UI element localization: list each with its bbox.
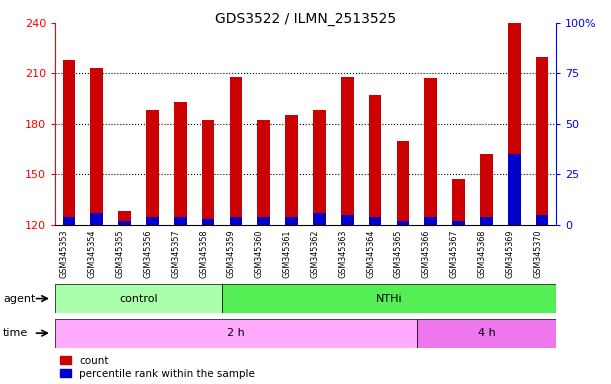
Bar: [63, 60, 75, 225]
Bar: [90, 213, 103, 225]
Text: time: time: [3, 328, 28, 338]
Text: GSM345353: GSM345353: [60, 229, 69, 278]
Text: 2 h: 2 h: [227, 328, 245, 338]
Bar: [417, 319, 556, 348]
Bar: [341, 77, 354, 225]
Bar: [452, 179, 465, 225]
Text: NTHi: NTHi: [376, 293, 402, 304]
Text: GSM345360: GSM345360: [255, 229, 264, 278]
Bar: [536, 57, 548, 225]
Text: GDS3522 / ILMN_2513525: GDS3522 / ILMN_2513525: [215, 12, 396, 25]
Bar: [508, 23, 521, 225]
Bar: [174, 102, 186, 225]
Bar: [230, 77, 242, 225]
Bar: [313, 111, 326, 225]
Bar: [119, 221, 131, 225]
Bar: [146, 217, 159, 225]
Bar: [452, 221, 465, 225]
Bar: [425, 217, 437, 225]
Bar: [55, 319, 417, 348]
Bar: [146, 111, 159, 225]
Text: GSM345369: GSM345369: [505, 229, 514, 278]
Bar: [222, 284, 556, 313]
Bar: [55, 284, 222, 313]
Bar: [285, 217, 298, 225]
Text: GSM345354: GSM345354: [88, 229, 97, 278]
Bar: [536, 215, 548, 225]
Text: GSM345363: GSM345363: [338, 229, 347, 278]
Bar: [313, 213, 326, 225]
Text: GSM345361: GSM345361: [282, 229, 291, 278]
Text: GSM345370: GSM345370: [533, 229, 542, 278]
Bar: [508, 154, 521, 225]
Text: GSM345359: GSM345359: [227, 229, 236, 278]
Bar: [397, 221, 409, 225]
Bar: [119, 211, 131, 225]
Text: GSM345366: GSM345366: [422, 229, 431, 278]
Bar: [257, 217, 270, 225]
Text: 4 h: 4 h: [478, 328, 496, 338]
Bar: [480, 154, 492, 225]
Bar: [257, 121, 270, 225]
Text: GSM345368: GSM345368: [477, 229, 486, 278]
Bar: [397, 141, 409, 225]
Bar: [90, 68, 103, 225]
Text: GSM345362: GSM345362: [310, 229, 320, 278]
Text: GSM345355: GSM345355: [115, 229, 125, 278]
Text: agent: agent: [3, 293, 35, 304]
Bar: [63, 217, 75, 225]
Bar: [425, 78, 437, 225]
Text: GSM345367: GSM345367: [450, 229, 459, 278]
Bar: [285, 116, 298, 225]
Text: GSM345364: GSM345364: [366, 229, 375, 278]
Bar: [174, 217, 186, 225]
Legend: count, percentile rank within the sample: count, percentile rank within the sample: [60, 356, 255, 379]
Text: GSM345358: GSM345358: [199, 229, 208, 278]
Bar: [341, 215, 354, 225]
Text: GSM345357: GSM345357: [171, 229, 180, 278]
Bar: [369, 217, 381, 225]
Text: GSM345365: GSM345365: [394, 229, 403, 278]
Bar: [369, 95, 381, 225]
Text: control: control: [119, 293, 158, 304]
Bar: [230, 217, 242, 225]
Text: GSM345356: GSM345356: [144, 229, 152, 278]
Bar: [202, 121, 214, 225]
Bar: [202, 218, 214, 225]
Bar: [480, 217, 492, 225]
